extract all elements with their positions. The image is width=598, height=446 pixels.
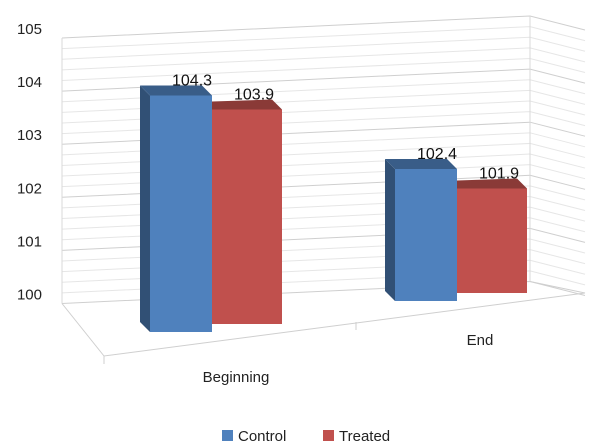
- legend-label-control: Control: [238, 428, 286, 445]
- chart-floor: [61, 281, 586, 364]
- x-category-label: End: [467, 332, 494, 349]
- data-labels: 104.3 103.9 102.4 101.9: [172, 73, 519, 183]
- y-tick-label: 101: [17, 233, 42, 250]
- y-tick-label: 100: [17, 287, 42, 304]
- data-label: 104.3: [172, 73, 212, 90]
- y-tick-label: 105: [17, 21, 42, 38]
- y-tick-label: 103: [17, 127, 42, 144]
- minor-gridline: [61, 36, 586, 60]
- y-tick-label: 102: [17, 180, 42, 197]
- major-gridline: [61, 15, 586, 39]
- y-tick-label: 104: [17, 74, 42, 91]
- legend: Control Treated: [222, 428, 390, 445]
- bar-side: [385, 159, 395, 301]
- bar-top: [385, 159, 457, 169]
- bar-top: [140, 85, 212, 96]
- x-axis-categories: Beginning End: [203, 332, 494, 386]
- bar-control-end: [395, 169, 457, 301]
- data-label: 101.9: [479, 166, 519, 183]
- bar-side: [140, 85, 150, 332]
- legend-swatch-treated: [323, 430, 334, 441]
- bar-treated-beginning: [212, 109, 282, 324]
- bar-control-beginning: [150, 95, 212, 332]
- legend-swatch-control: [222, 430, 233, 441]
- data-label: 103.9: [234, 87, 274, 104]
- bar-top: [457, 178, 527, 189]
- minor-gridline: [61, 57, 586, 81]
- minor-gridline: [61, 26, 586, 50]
- y-axis-ticks: 100 101 102 103 104 105: [17, 21, 42, 304]
- x-category-label: Beginning: [203, 369, 270, 386]
- minor-gridline: [61, 47, 586, 71]
- bars: [140, 85, 527, 332]
- floor-outline: [61, 281, 586, 357]
- data-label: 102.4: [417, 146, 457, 163]
- legend-label-treated: Treated: [339, 428, 390, 445]
- bar-top: [212, 99, 282, 110]
- bar-treated-end: [457, 188, 527, 293]
